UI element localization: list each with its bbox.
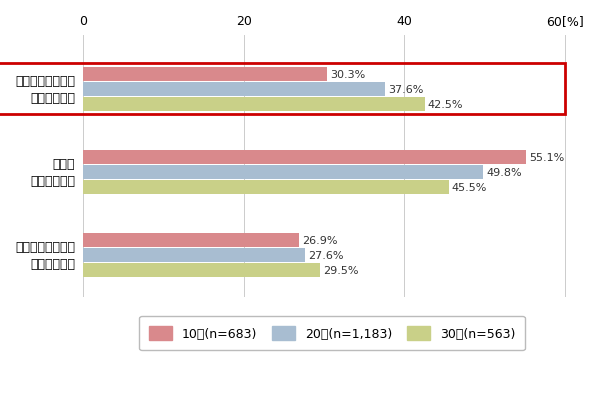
Bar [83,97,425,112]
Text: 26.9%: 26.9% [302,236,338,245]
Bar [83,151,526,164]
Text: 45.5%: 45.5% [452,182,487,192]
Bar [83,248,305,263]
Text: 27.6%: 27.6% [308,250,344,260]
Bar [83,233,299,247]
Bar [83,165,483,180]
Text: 37.6%: 37.6% [388,85,424,94]
Bar [83,82,385,97]
Text: 29.5%: 29.5% [323,265,359,275]
Bar [83,263,320,277]
Bar [83,180,449,194]
Text: 42.5%: 42.5% [428,99,463,109]
Text: 49.8%: 49.8% [487,167,522,178]
Legend: 10代(n=683), 20代(n=1,183), 30代(n=563): 10代(n=683), 20代(n=1,183), 30代(n=563) [139,316,525,351]
Text: 30.3%: 30.3% [330,70,365,79]
Text: 55.1%: 55.1% [529,153,564,162]
Bar [83,67,326,82]
